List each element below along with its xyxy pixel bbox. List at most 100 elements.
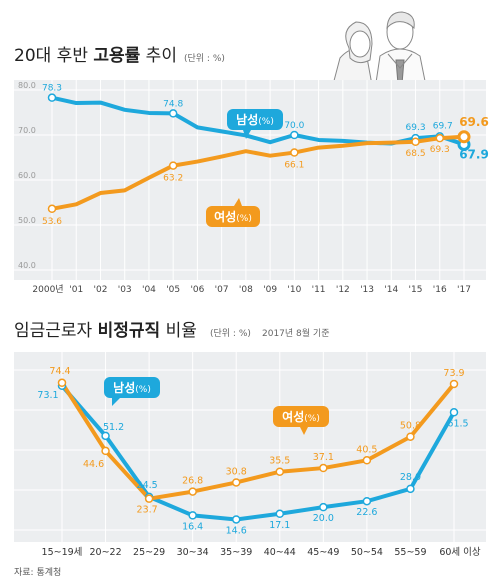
chart1-title-suffix: 추이 — [140, 46, 177, 66]
chart1-data-label: 63.2 — [163, 174, 183, 184]
chart1-x-tick-label: '16 — [433, 285, 447, 295]
chart2-data-label: 17.1 — [269, 520, 290, 531]
chart2-point-marker — [101, 431, 110, 441]
chart2-point-marker — [362, 456, 372, 465]
chart1-point-marker — [168, 109, 178, 118]
chart1-legend-male-word: 남성 — [236, 112, 258, 127]
chart2-data-label: 30.8 — [226, 466, 247, 477]
chart2-point-marker — [319, 463, 328, 473]
chart2-grid — [14, 352, 486, 542]
chart2-data-label: 22.6 — [356, 507, 377, 518]
chart2-point-marker — [406, 432, 415, 441]
man-hair — [386, 11, 415, 30]
chart1-x-tick-label: 2000년 — [32, 284, 63, 295]
chart2-point-marker — [101, 446, 110, 456]
chart2-legend-female-word: 여성 — [282, 409, 304, 424]
chart2-title: 임금근로자 비정규직 비율 — [14, 321, 197, 341]
chart1-y-tick-label: 70.0 — [18, 126, 36, 135]
chart1-series — [47, 93, 471, 214]
chart2-data-label: 23.7 — [137, 505, 158, 516]
chart1-data-label: 70.0 — [284, 121, 304, 131]
chart2-point-marker — [362, 496, 372, 506]
chart1-point-marker — [47, 93, 57, 102]
chart1-legend-female-pointer — [234, 198, 242, 206]
chart2-point-marker — [449, 379, 459, 389]
chart2-x-tick-label: 30~34 — [177, 547, 209, 558]
chart2-x-tick-label: 50~54 — [351, 547, 383, 558]
chart2-data-label: 61.5 — [447, 418, 468, 429]
chart2-x-tick-label: 35~39 — [220, 547, 252, 558]
woman-head — [349, 30, 371, 58]
chart2-legend-male-pointer — [112, 398, 120, 406]
chart1-x-tick-label: '14 — [384, 285, 398, 295]
chart2-data-label: 14.6 — [226, 525, 247, 536]
chart2-unit: (단위 : %) — [210, 328, 251, 339]
chart1-y-tick-label: 50.0 — [18, 216, 36, 225]
chart2-note: 2017년 8월 기준 — [262, 327, 329, 339]
chart2-data-labels: 73.1 51.2 24.5 16.4 14.6 17.1 20.0 22.6 28.0 61.5… — [37, 366, 468, 537]
chart1-data-label: 66.1 — [284, 161, 304, 171]
chart2-data-label: 51.2 — [103, 422, 124, 433]
nonregular-ratio-chart: 임금근로자 비정규직 비율 (단위 : %) 2017년 8월 기준 15~19… — [14, 321, 486, 558]
chart2-legend-male-label: 남성(%) — [113, 380, 151, 395]
chart2-x-tick-label: 20~22 — [89, 547, 121, 558]
chart2-data-label: 26.8 — [182, 476, 203, 487]
chart2-data-label: 74.4 — [49, 366, 70, 377]
chart1-x-tick-label: '12 — [336, 285, 350, 295]
chart2-legend-male-box — [104, 377, 160, 398]
source-note: 자료: 통계청 — [14, 566, 61, 578]
chart2-data-label: 73.9 — [443, 368, 464, 379]
chart2-point-marker — [231, 515, 241, 524]
chart2-x-tick-label: 15~19세 — [42, 547, 83, 558]
chart2-x-tick-label: 55~59 — [394, 547, 426, 558]
chart1-data-label: 69.7 — [433, 121, 453, 131]
chart1-x-axis: 2000년 '01 '02 '03 '04 '05 '06 '07 '08 '09 '10 '11 '1… — [32, 284, 471, 295]
chart1-title-bold: 고용률 — [93, 46, 140, 66]
chart2-legend-male-word: 남성 — [113, 380, 135, 395]
chart2-point-marker — [406, 484, 415, 494]
chart1-x-tick-label: '02 — [94, 285, 108, 295]
chart1-x-tick-label: '13 — [360, 285, 374, 295]
chart1-y-axis: 40.0 50.0 60.0 70.0 80.0 — [18, 81, 36, 270]
chart1-data-labels: 78.3 74.8 70.0 69.3 69.7 67.9 53.6 63.2 66.1 68.5… — [42, 84, 489, 227]
chart2-line-female — [60, 381, 456, 501]
chart2-x-tick-label: 40~44 — [264, 547, 296, 558]
chart1-legend-female-label: 여성(%) — [214, 209, 252, 224]
chart2-data-label: 50.8 — [400, 421, 421, 432]
chart1-legend-female: 여성(%) — [206, 198, 260, 227]
chart2-data-label: 37.1 — [313, 452, 334, 463]
chart2-line-male — [60, 384, 456, 522]
chart2-data-label: 35.5 — [269, 456, 290, 467]
chart2-legend-female: 여성(%) — [273, 406, 329, 435]
chart2-data-label: 20.0 — [313, 513, 334, 524]
chart2-point-marker — [231, 478, 241, 487]
chart1-legend-male: 남성(%) — [227, 109, 283, 139]
chart2-title-suffix: 비율 — [160, 321, 197, 341]
chart1-point-marker — [435, 133, 445, 143]
chart2-plot-area — [14, 352, 486, 542]
chart1-data-label: 68.5 — [406, 149, 426, 159]
chart2-data-label: 16.4 — [182, 521, 203, 532]
chart1-x-tick-label: '06 — [190, 285, 204, 295]
chart1-x-tick-label: '03 — [118, 285, 132, 295]
chart1-x-tick-label: '10 — [287, 285, 301, 295]
employment-rate-chart: 20대 후반 고용률 추이 (단위 : %) 40.0 50.0 60.0 70.0 8… — [14, 11, 489, 295]
chart2-x-tick-label: 45~49 — [307, 547, 339, 558]
chart2-data-label: 24.5 — [137, 480, 158, 491]
chart2-legend-female-pointer — [300, 427, 308, 435]
chart1-data-label: 53.6 — [42, 217, 62, 227]
chart1-x-tick-label: '17 — [457, 285, 471, 295]
chart2-point-marker — [275, 509, 285, 519]
chart1-data-label: 69.3 — [430, 145, 450, 155]
chart1-point-marker — [168, 161, 178, 170]
chart1-unit: (단위 : %) — [184, 53, 225, 64]
chart2-x-axis: 15~19세 20~22 25~29 30~34 35~39 40~44 45~49 50~5… — [42, 547, 481, 558]
chart2-legend-male: 남성(%) — [104, 377, 160, 406]
chart2-point-marker — [188, 487, 197, 496]
chart1-legend-male-label: 남성(%) — [236, 112, 274, 127]
chart1-legend-male-unit: (%) — [258, 117, 274, 127]
chart2-legend-female-label: 여성(%) — [282, 409, 320, 424]
chart1-endpoint-marker — [457, 130, 471, 144]
chart1-x-tick-label: '07 — [215, 285, 229, 295]
